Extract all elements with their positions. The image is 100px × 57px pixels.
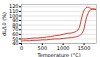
svg-text:110: 110 [9, 8, 19, 14]
svg-text:80: 80 [12, 21, 19, 28]
svg-text:60: 60 [12, 30, 19, 37]
svg-text:Temperature (°C): Temperature (°C) [36, 52, 80, 57]
svg-text:dL/L0 (%): dL/L0 (%) [1, 12, 7, 36]
svg-text:50: 50 [12, 35, 19, 42]
svg-text:40: 40 [12, 40, 19, 47]
svg-text:120: 120 [9, 3, 19, 9]
svg-text:100: 100 [9, 12, 19, 19]
svg-text:0: 0 [20, 45, 23, 51]
svg-text:1000: 1000 [57, 45, 70, 51]
svg-text:90: 90 [12, 17, 19, 24]
svg-text:70: 70 [12, 26, 19, 33]
svg-text:1500: 1500 [78, 45, 91, 51]
svg-text:500: 500 [38, 45, 48, 51]
